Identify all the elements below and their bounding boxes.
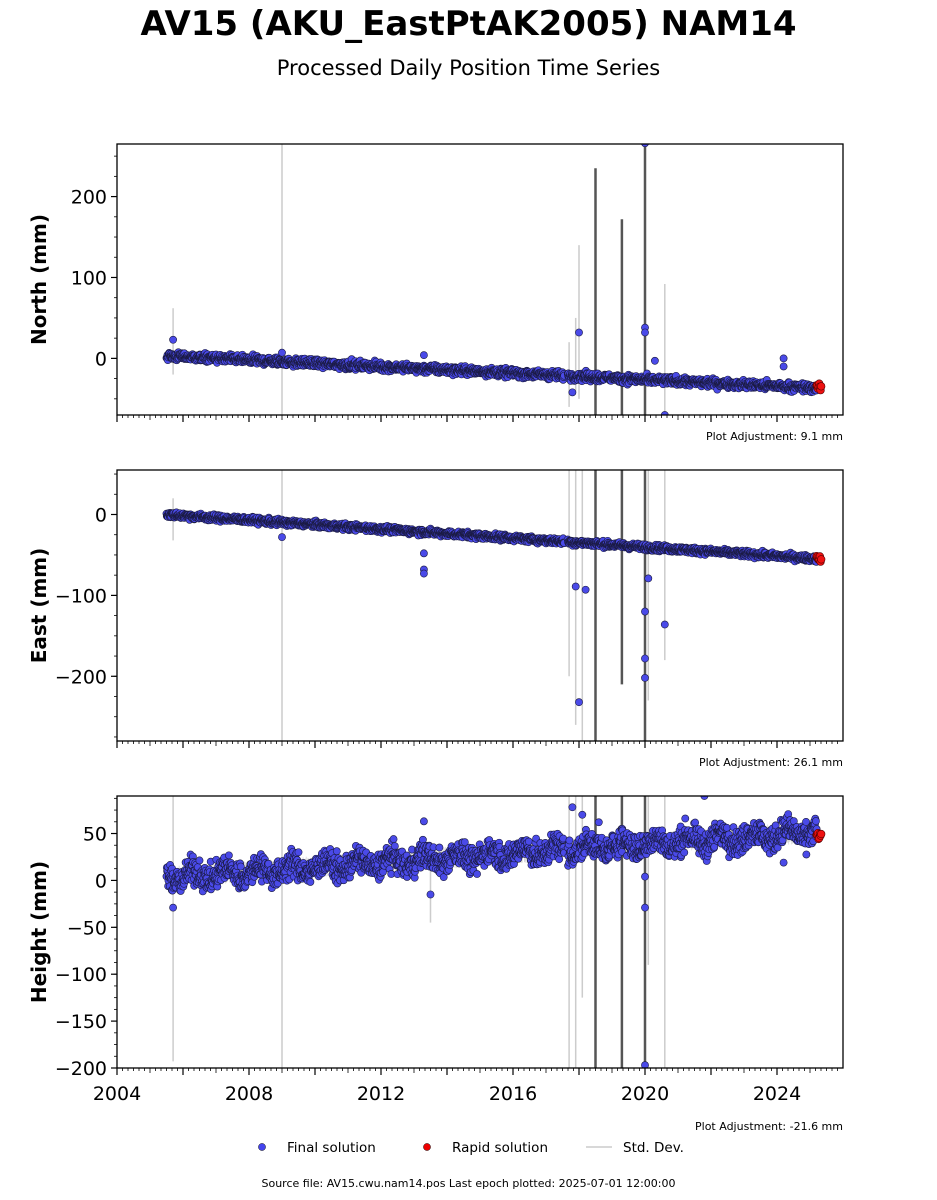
final-solution-point: [641, 328, 649, 337]
final-solution-point: [169, 335, 177, 344]
chart-subtitle: Processed Daily Position Time Series: [276, 56, 661, 80]
plot-area-north: [162, 144, 826, 415]
final-solution-point: [575, 328, 583, 337]
final-solution-point: [419, 351, 428, 360]
final-solution-point: [779, 362, 788, 371]
final-solution-points-north: [162, 144, 821, 415]
panel-north: 0 100 200 North (mm) Plot Adjustment: 9.1 mm: [27, 143, 844, 443]
rapid-solution-point: [817, 382, 826, 391]
stddev-bars-east: [166, 470, 821, 741]
y-axis-label: North (mm): [27, 214, 51, 345]
final-solution-point: [568, 388, 577, 397]
y-tick-label: 100: [71, 267, 107, 289]
plot-area-east: [162, 470, 826, 741]
rapid-solution-points-north: [812, 379, 826, 395]
plot-adjustment-note: Plot Adjustment: 9.1 mm: [706, 430, 843, 443]
chart-title: AV15 (AKU_EastPtAK2005) NAM14: [140, 4, 797, 44]
final-solution-point: [651, 356, 659, 365]
y-tick-label: 200: [71, 187, 107, 209]
final-solution-point: [278, 348, 286, 357]
y-tick-label: 0: [95, 348, 107, 370]
final-solution-point: [779, 354, 788, 363]
final-solution-point: [641, 144, 649, 148]
